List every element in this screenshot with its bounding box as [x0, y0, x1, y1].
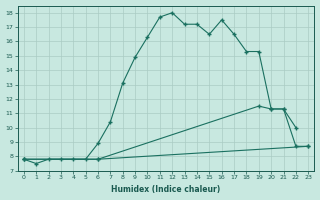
X-axis label: Humidex (Indice chaleur): Humidex (Indice chaleur) [111, 185, 221, 194]
